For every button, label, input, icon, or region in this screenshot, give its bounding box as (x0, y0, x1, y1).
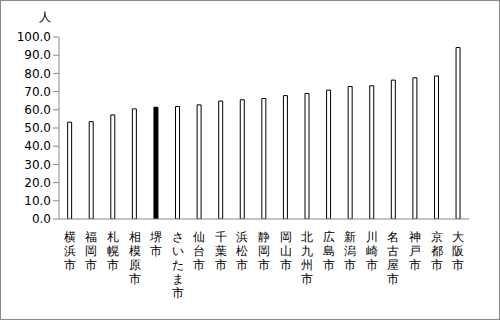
svg-text:相模原市: 相模原市 (129, 230, 141, 286)
svg-text:100.0: 100.0 (17, 30, 51, 44)
svg-text:60.0: 60.0 (24, 103, 51, 117)
svg-text:80.0: 80.0 (24, 67, 51, 81)
svg-text:神戸市: 神戸市 (409, 230, 421, 272)
svg-text:30.0: 30.0 (24, 158, 51, 172)
svg-text:静岡市: 静岡市 (258, 230, 270, 272)
svg-text:千葉市: 千葉市 (215, 230, 227, 272)
svg-text:50.0: 50.0 (24, 121, 51, 135)
html-text:人: 人 (39, 10, 51, 24)
svg-text:名古屋市: 名古屋市 (387, 230, 399, 286)
svg-text:さいたま市: さいたま市 (172, 230, 184, 300)
svg-text:堺市: 堺市 (149, 230, 162, 258)
svg-text:浜松市: 浜松市 (236, 230, 248, 272)
svg-text:広島市: 広島市 (323, 230, 335, 272)
svg-text:0.0: 0.0 (32, 212, 51, 226)
svg-text:新潟市: 新潟市 (344, 230, 356, 272)
svg-text:京都市: 京都市 (431, 230, 443, 272)
svg-text:横浜市: 横浜市 (64, 230, 76, 272)
svg-text:20.0: 20.0 (24, 176, 51, 190)
svg-text:90.0: 90.0 (24, 48, 51, 62)
svg-text:仙台市: 仙台市 (193, 230, 205, 272)
svg-text:北九州市: 北九州市 (301, 230, 313, 286)
svg-text:岡山市: 岡山市 (280, 230, 292, 272)
svg-text:大阪市: 大阪市 (452, 230, 464, 272)
svg-text:10.0: 10.0 (24, 194, 51, 208)
svg-text:札幌市: 札幌市 (107, 230, 119, 272)
svg-text:福岡市: 福岡市 (85, 230, 97, 272)
svg-text:70.0: 70.0 (24, 85, 51, 99)
svg-text:川崎市: 川崎市 (366, 230, 378, 272)
svg-text:40.0: 40.0 (24, 139, 51, 153)
